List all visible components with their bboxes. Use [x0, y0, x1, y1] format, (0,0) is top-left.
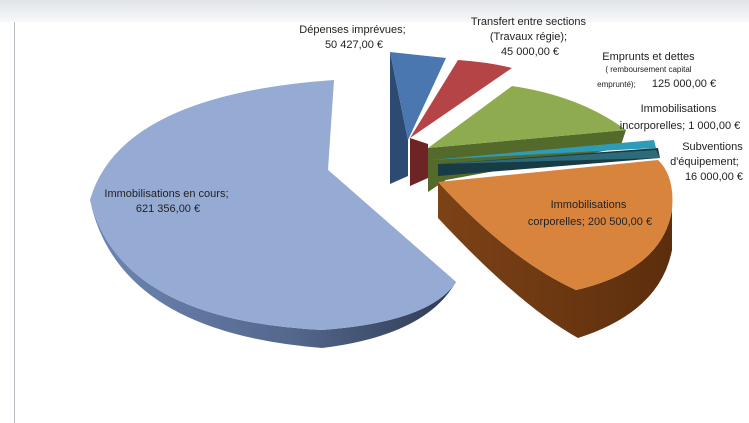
slice-imprevues — [390, 52, 446, 184]
slice-imprevues-side — [390, 52, 408, 184]
slice-transfert — [410, 60, 512, 186]
label-subventions: Subventions d'équipement; 16 000,00 € — [670, 141, 746, 183]
slice-corporelles-top — [438, 160, 673, 290]
label-en-cours: Immobilisations en cours; 621 356,00 € — [104, 188, 231, 215]
slice-transfert-side — [410, 138, 428, 186]
label-emprunts: Emprunts et dettes ( remboursement capit… — [597, 51, 716, 90]
window-top-bar — [0, 0, 749, 22]
slice-en-cours-side — [90, 200, 456, 348]
slice-corporelles-side — [438, 182, 672, 338]
label-incorporelles: Immobilisations incorporelles; 1 000,00 … — [620, 103, 740, 132]
frame-border — [14, 22, 15, 423]
label-corporelles: Immobilisations corporelles; 200 500,00 … — [528, 199, 652, 228]
slice-incorporelles — [430, 140, 656, 160]
label-imprevues: Dépenses imprévues; 50 427,00 € — [299, 24, 408, 51]
label-transfert: Transfert entre sections (Travaux régie)… — [471, 16, 589, 58]
slice-subventions-top — [438, 150, 660, 164]
slice-transfert-top — [410, 60, 512, 138]
slice-incorporelles-top — [430, 140, 656, 160]
slice-emprunts-top — [428, 86, 626, 148]
slice-corporelles — [438, 160, 673, 338]
slice-imprevues-top — [390, 52, 446, 140]
slice-en-cours-top — [90, 80, 456, 330]
slice-en-cours — [90, 80, 456, 348]
slice-subventions — [438, 148, 660, 176]
